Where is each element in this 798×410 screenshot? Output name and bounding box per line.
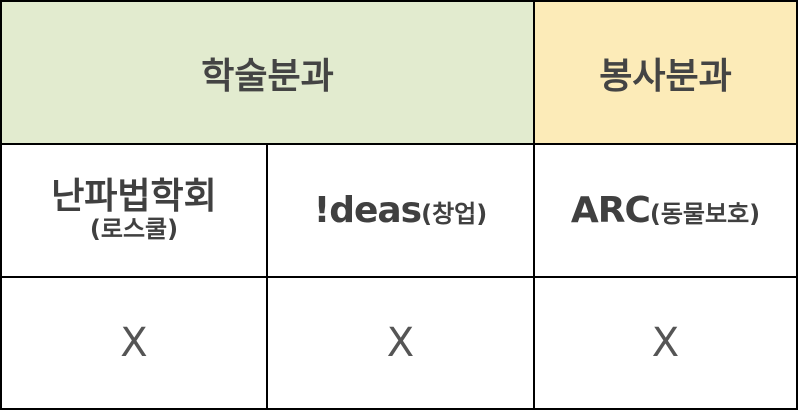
- club-note: (창업): [421, 200, 488, 228]
- volunteer-division-label: 봉사분과: [599, 55, 732, 97]
- club-name: ARC: [570, 190, 651, 231]
- academic-division-label: 학술분과: [201, 55, 334, 97]
- club-name: !deas: [313, 190, 422, 231]
- academic-division-header: 학술분과: [0, 0, 533, 143]
- volunteer-division-header: 봉사분과: [533, 0, 798, 143]
- club-cell-ideas: !deas (창업): [266, 143, 533, 276]
- club-name: 난파법학회: [51, 176, 217, 218]
- status-mark: X: [120, 320, 148, 366]
- status-cell-nanpa: X: [0, 276, 266, 410]
- status-mark: X: [651, 320, 680, 366]
- club-note: (로스쿨): [89, 215, 179, 244]
- club-cell-arc: ARC (동물보호): [533, 143, 798, 276]
- club-note: (동물보호): [649, 200, 761, 228]
- club-cell-nanpa: 난파법학회 (로스쿨): [0, 143, 266, 276]
- status-cell-ideas: X: [266, 276, 533, 410]
- status-mark: X: [386, 320, 415, 366]
- status-cell-arc: X: [533, 276, 798, 410]
